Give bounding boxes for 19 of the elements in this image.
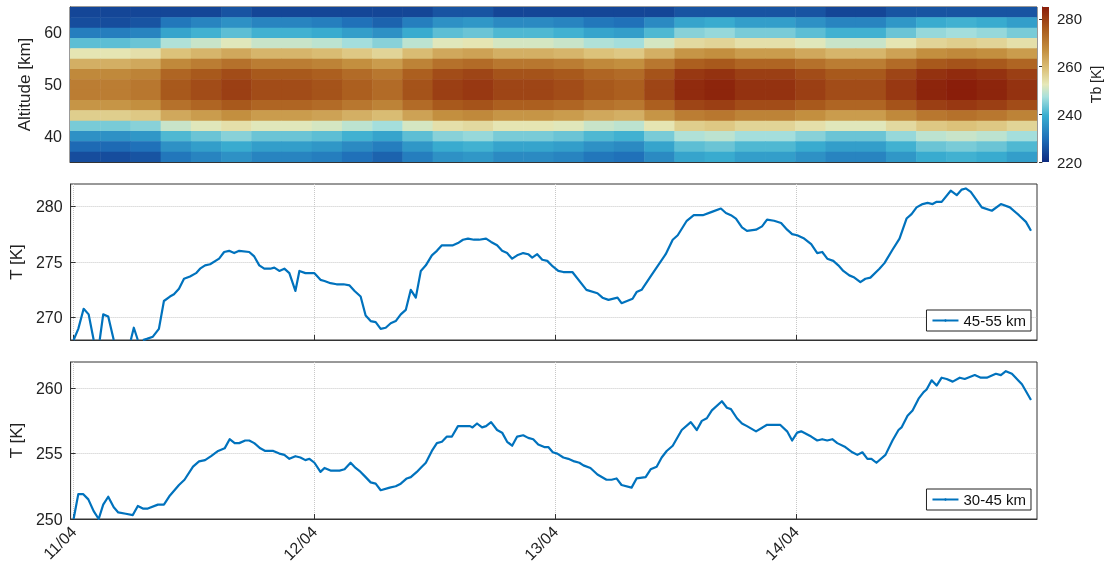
color-bar-label: 220 bbox=[1057, 153, 1083, 171]
y-tick-label: 270 bbox=[35, 309, 63, 327]
y-tick-label: 275 bbox=[35, 253, 63, 271]
y-tick-label: 250 bbox=[35, 510, 63, 528]
y-axis-title: T [K] bbox=[7, 422, 26, 459]
color-bar-title: Tb [K] bbox=[1088, 65, 1104, 104]
legend-label: 45-55 km bbox=[963, 312, 1026, 329]
color-bar-label: 260 bbox=[1057, 58, 1083, 76]
color-bar-label: 240 bbox=[1057, 105, 1083, 123]
y-tick-label: 260 bbox=[35, 379, 63, 397]
y-tick-label: 60 bbox=[44, 24, 63, 42]
legend-label: 30-45 km bbox=[963, 491, 1026, 508]
y-tick-label: 50 bbox=[44, 76, 63, 93]
y-tick-label: 280 bbox=[35, 197, 63, 215]
y-axis-title: T [K] bbox=[7, 244, 26, 280]
color-bar-label: 280 bbox=[1057, 10, 1083, 28]
y-axis-title: Altitude [km] bbox=[15, 37, 35, 132]
y-tick-label: 40 bbox=[44, 127, 63, 145]
y-tick-label: 255 bbox=[35, 445, 63, 463]
